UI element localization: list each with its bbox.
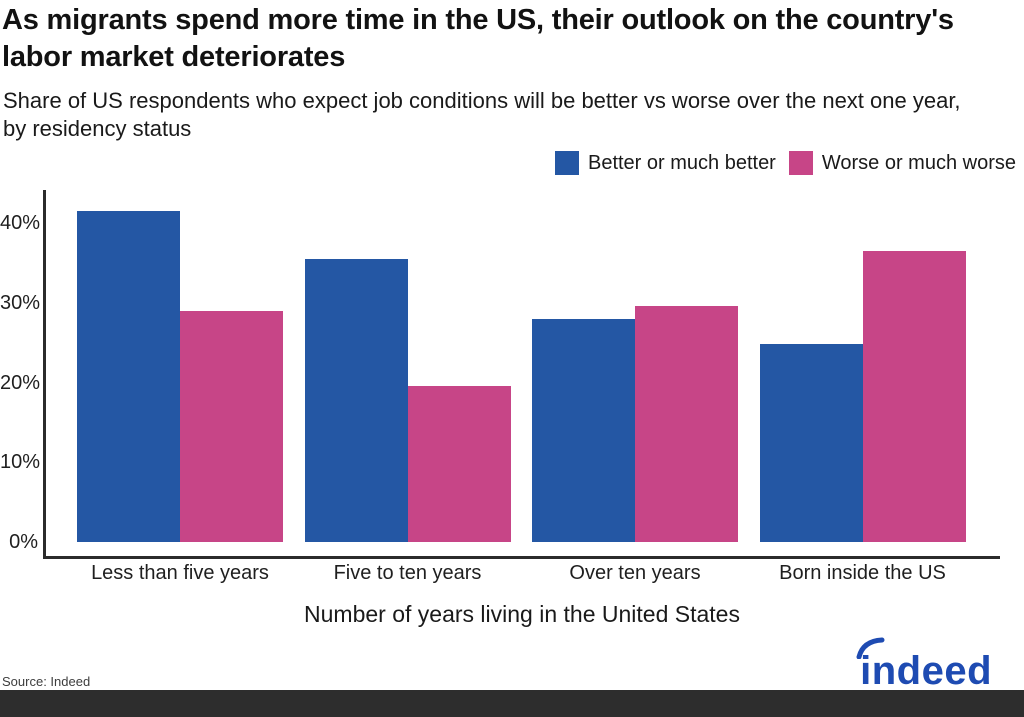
- legend-swatch-better-icon: [554, 151, 579, 175]
- x-category-label: Over ten years: [569, 562, 701, 584]
- bar-better-0: [77, 211, 180, 542]
- indeed-logo: indeed: [856, 637, 992, 693]
- chart-legend: Better or much better Worse or much wors…: [554, 151, 1016, 175]
- legend-item-better: Better or much better: [554, 151, 776, 175]
- x-axis-line: [43, 556, 1000, 559]
- y-tick-label: 40%: [0, 212, 41, 234]
- y-tick-label: 0%: [9, 531, 38, 553]
- legend-swatch-worse-icon: [788, 151, 813, 175]
- bar-better-3: [759, 344, 863, 542]
- page-subtitle: Share of US respondents who expect job c…: [3, 88, 961, 142]
- bar-worse-0: [180, 310, 283, 542]
- indeed-logo-text: indeed: [860, 649, 992, 693]
- y-tick-label: 10%: [0, 451, 41, 474]
- indeed-logo-arc-icon: [856, 637, 885, 659]
- legend-label-worse: Worse or much worse: [821, 151, 1016, 174]
- x-axis-title: Number of years living in the United Sta…: [304, 601, 740, 627]
- legend-label-better: Better or much better: [587, 151, 776, 174]
- source-note: Source: Indeed: [2, 674, 91, 689]
- bottom-bar: [0, 690, 1024, 717]
- y-tick-label: 30%: [0, 291, 41, 314]
- x-category-label: Born inside the US: [779, 562, 946, 584]
- x-category-label: Less than five years: [91, 562, 269, 584]
- y-tick-label: 20%: [0, 371, 41, 394]
- bar-worse-2: [635, 305, 738, 542]
- x-category-label: Five to ten years: [333, 562, 482, 584]
- page-title: As migrants spend more time in the US, t…: [2, 4, 954, 73]
- legend-item-worse: Worse or much worse: [788, 151, 1016, 175]
- bar-better-2: [532, 318, 635, 542]
- bar-better-1: [304, 258, 408, 542]
- bar-worse-3: [862, 250, 966, 542]
- bar-worse-1: [407, 386, 511, 542]
- y-axis-line: [43, 190, 46, 559]
